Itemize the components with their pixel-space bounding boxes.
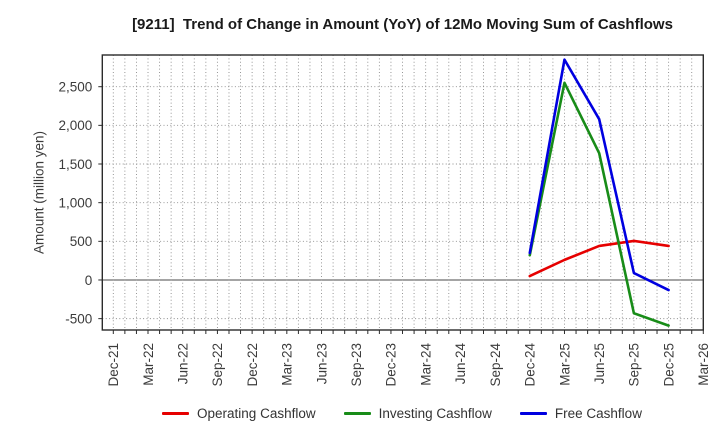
x-tick-label: Mar-23 bbox=[280, 343, 295, 386]
legend-item-free-cashflow: Free Cashflow bbox=[519, 406, 642, 421]
x-tick-label: Mar-25 bbox=[557, 343, 572, 386]
x-tick-label: Mar-26 bbox=[696, 343, 711, 386]
legend-label: Investing Cashflow bbox=[378, 406, 492, 421]
x-tick-label: Jun-22 bbox=[176, 343, 191, 384]
y-tick-label: 2,500 bbox=[59, 79, 93, 94]
x-tick-label: Mar-24 bbox=[418, 343, 433, 386]
legend-swatch-operating-cashflow bbox=[162, 412, 190, 415]
x-tick-label: Mar-22 bbox=[141, 343, 156, 386]
x-tick-label: Dec-22 bbox=[245, 343, 260, 387]
legend-label: Free Cashflow bbox=[554, 406, 642, 421]
legend-label: Operating Cashflow bbox=[197, 406, 316, 421]
x-tick-label: Dec-25 bbox=[661, 343, 676, 387]
legend-swatch-investing-cashflow bbox=[343, 412, 371, 415]
chart-title: [9211] Trend of Change in Amount (YoY) o… bbox=[132, 16, 673, 33]
x-tick-label: Sep-25 bbox=[627, 343, 642, 387]
series-line-operating-cashflow bbox=[528, 239, 670, 278]
x-tick-label: Sep-22 bbox=[210, 343, 225, 387]
y-tick-label: 0 bbox=[85, 273, 93, 288]
y-tick-label: -500 bbox=[65, 311, 92, 326]
series-line-free-cashflow bbox=[528, 58, 670, 292]
x-tick-label: Jun-23 bbox=[314, 343, 329, 384]
legend-item-investing-cashflow: Investing Cashflow bbox=[343, 406, 492, 421]
x-tick-label: Sep-23 bbox=[349, 343, 364, 387]
legend-item-operating-cashflow: Operating Cashflow bbox=[162, 406, 316, 421]
y-tick-label: 500 bbox=[70, 234, 93, 249]
legend: Operating Cashflow Investing Cashflow Free… bbox=[100, 406, 704, 421]
y-tick-label: 1,500 bbox=[59, 157, 93, 172]
x-tick-label: Dec-23 bbox=[384, 343, 399, 387]
legend-swatch-free-cashflow bbox=[519, 412, 547, 415]
series-line-investing-cashflow bbox=[528, 81, 670, 327]
x-tick-label: Jun-24 bbox=[453, 343, 468, 385]
y-tick-label: 1,000 bbox=[59, 195, 93, 210]
x-tick-label: Jun-25 bbox=[592, 343, 607, 384]
y-tick-label: 2,000 bbox=[59, 118, 93, 133]
x-tick-label: Dec-21 bbox=[106, 343, 121, 387]
x-tick-label: Dec-24 bbox=[523, 343, 538, 387]
x-tick-label: Sep-24 bbox=[488, 343, 503, 387]
